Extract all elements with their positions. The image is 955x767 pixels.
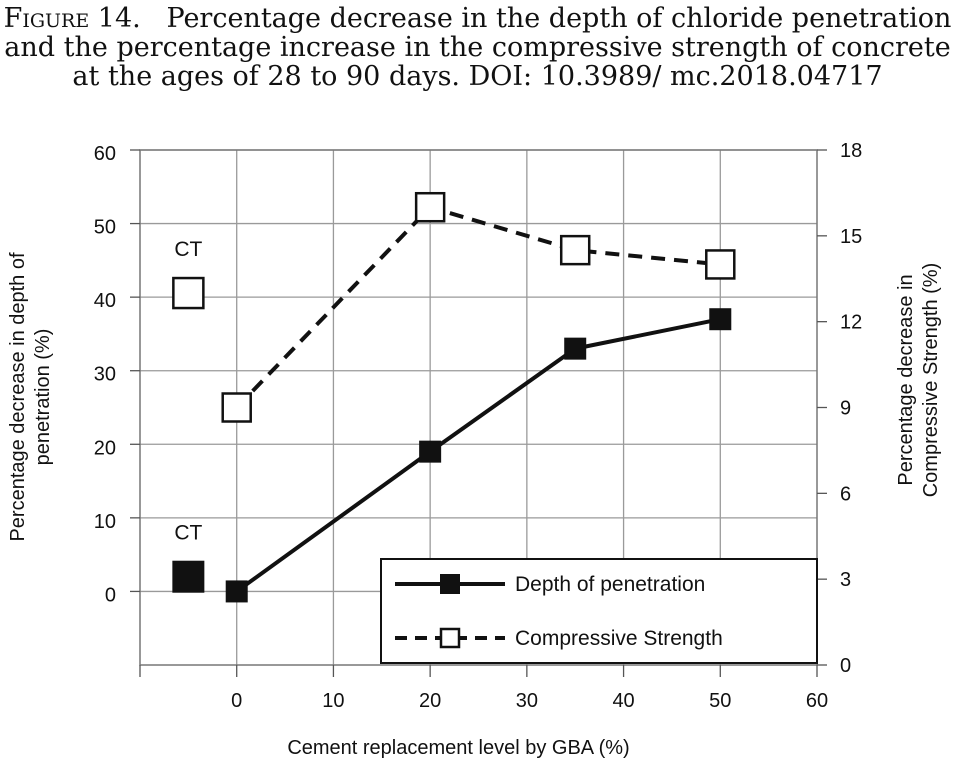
y-right-tick-label: 18 (840, 140, 862, 162)
control-point-marker (172, 276, 205, 310)
control-point-label: CT (174, 238, 202, 261)
y-axis-label-left: Percentage decrease in depth of penetrati… (7, 252, 54, 542)
axis-label-line: Percentage decrease in (895, 274, 917, 485)
data-point-marker (414, 191, 446, 223)
control-point-label: CT (174, 522, 202, 545)
legend-label-1: Compressive Strength (515, 627, 723, 650)
data-point-marker (705, 249, 736, 280)
y-left-tick-label: 0 (105, 584, 116, 606)
y-left-tick-label: 60 (94, 143, 116, 165)
figure-caption-text: Percentage decrease in the depth of chlo… (4, 3, 952, 92)
figure-caption: Figure 14. Percentage decrease in the de… (0, 4, 955, 91)
axis-label-line: penetration (%) (32, 329, 54, 466)
data-point-marker (559, 234, 591, 266)
x-axis-label: Cement replacement level by GBA (%) (287, 737, 629, 759)
axis-label-line: Compressive Strength (%) (920, 263, 942, 498)
legend-marker-1 (439, 627, 461, 649)
series-line-1 (235, 205, 721, 409)
y-left-tick-label: 10 (94, 511, 116, 533)
y-right-tick-label: 0 (840, 655, 851, 677)
annotations-layer: CT CT (172, 238, 205, 593)
data-point-marker (419, 440, 442, 463)
y-axis-label-right: Percentage decrease in Compressive Streng… (895, 263, 942, 498)
x-tick-label: 50 (709, 690, 731, 712)
data-point-marker (709, 308, 732, 331)
axis-ticks: 0 10 20 30 40 50 60 0 10 20 30 40 50 60 0 3 6 9 12 15 18 (94, 140, 863, 712)
y-left-tick-label: 20 (94, 437, 116, 459)
y-right-tick-label: 9 (840, 398, 851, 420)
y-right-tick-label: 15 (840, 226, 862, 248)
x-tick-label: 20 (419, 690, 441, 712)
x-tick-label: 10 (322, 690, 344, 712)
y-right-tick-label: 6 (840, 483, 851, 505)
x-tick-label: 30 (516, 690, 538, 712)
y-right-tick-label: 12 (840, 312, 862, 334)
y-left-tick-label: 50 (94, 217, 116, 239)
data-point-marker (225, 580, 248, 603)
control-point-marker (172, 560, 205, 593)
x-tick-label: 40 (612, 690, 634, 712)
x-tick-label: 0 (231, 690, 242, 712)
y-left-tick-label: 40 (94, 290, 116, 312)
legend-label-0: Depth of penetration (515, 573, 705, 596)
chart-legend: Depth of penetration Compressive Strength (380, 558, 818, 664)
data-point-marker (221, 392, 252, 423)
y-left-tick-label: 30 (94, 364, 116, 386)
data-point-marker (564, 337, 587, 360)
x-tick-label: 60 (806, 690, 828, 712)
y-right-tick-label: 3 (840, 569, 851, 591)
series-layer (221, 191, 736, 603)
series-line-0 (235, 317, 721, 594)
figure-caption-lead: Figure 14. (3, 3, 141, 34)
legend-marker-0 (440, 574, 460, 594)
axis-label-line: Percentage decrease in depth of (7, 252, 29, 542)
